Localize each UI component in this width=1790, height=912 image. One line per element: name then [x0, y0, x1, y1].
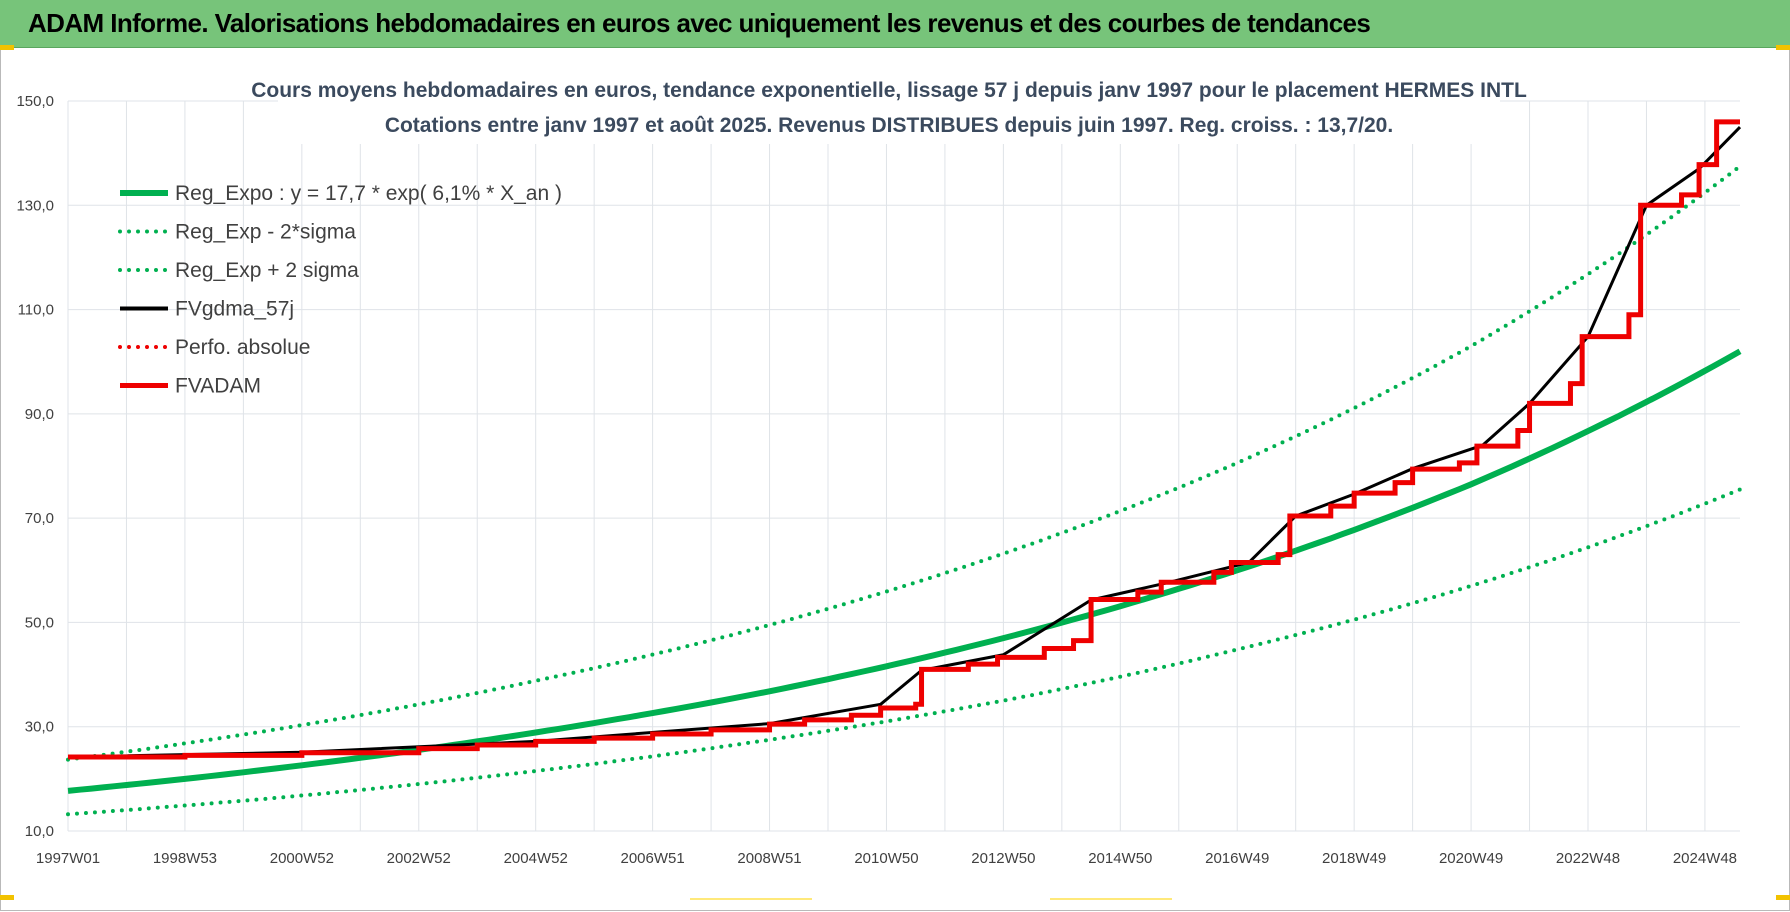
series-line-5 [68, 119, 1740, 760]
title-background [278, 78, 1500, 144]
corner-marker [1776, 895, 1790, 900]
legend-label: Reg_Expo : y = 17,7 * exp( 6,1% * X_an ) [175, 182, 562, 205]
x-tick-label: 1997W01 [36, 850, 100, 867]
series-layer [66, 119, 1742, 817]
x-tick-label: 2022W48 [1556, 850, 1620, 867]
legend-label: Reg_Exp - 2*sigma [175, 221, 356, 244]
y-tick-label: 30,0 [25, 719, 54, 736]
y-tick-label: 70,0 [25, 510, 54, 527]
legend-label: Perfo. absolue [175, 336, 310, 359]
report-header: ADAM Informe. Valorisations hebdomadaire… [0, 0, 1790, 48]
decorative-line [690, 898, 812, 900]
series-line-0 [67, 348, 1742, 794]
chart-title-line-2: Cotations entre janv 1997 et août 2025. … [385, 114, 1393, 137]
x-tick-label: 2010W50 [854, 850, 918, 867]
chart-title-line-1: Cours moyens hebdomadaires en euros, ten… [251, 79, 1527, 102]
x-tick-label: 2014W50 [1088, 850, 1152, 867]
y-tick-label: 130,0 [16, 197, 54, 214]
x-tick-label: 2012W50 [971, 850, 1035, 867]
tick-labels: 10,0 30,0 50,0 70,0 90,0 110,0 130,0 150,0 1997W… [16, 93, 1737, 867]
y-tick-label: 50,0 [25, 614, 54, 631]
y-tick-label: 110,0 [18, 302, 54, 319]
series-line-2 [66, 164, 1742, 762]
corner-marker [1776, 45, 1790, 50]
legend-label: FVADAM [175, 375, 261, 398]
corner-marker [0, 45, 14, 50]
grid [67, 100, 1740, 832]
x-tick-label: 2000W52 [270, 850, 334, 867]
x-tick-label: 2006W51 [621, 850, 685, 867]
x-tick-label: 2020W49 [1439, 850, 1503, 867]
legend: Reg_Expo : y = 17,7 * exp( 6,1% * X_an )… [118, 182, 562, 398]
x-tick-label: 2004W52 [504, 850, 568, 867]
y-tick-label: 10,0 [25, 823, 54, 840]
report-title: ADAM Informe. Valorisations hebdomadaire… [28, 8, 1371, 38]
legend-label: FVgdma_57j [175, 298, 294, 321]
x-tick-label: 2018W49 [1322, 850, 1386, 867]
x-tick-label: 2008W51 [737, 850, 801, 867]
x-tick-label: 2016W49 [1205, 850, 1269, 867]
legend-label: Reg_Exp + 2 sigma [175, 259, 359, 282]
corner-marker [0, 895, 14, 900]
y-tick-label: 150,0 [16, 93, 54, 110]
x-tick-label: 2002W52 [387, 850, 451, 867]
x-tick-label: 1998W53 [153, 850, 217, 867]
decorative-line [1050, 898, 1172, 900]
x-tick-label: 2024W48 [1673, 850, 1737, 867]
y-tick-label: 90,0 [25, 406, 54, 423]
